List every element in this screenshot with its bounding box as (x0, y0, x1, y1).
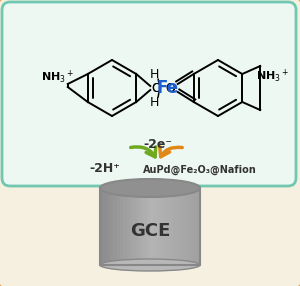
Ellipse shape (100, 179, 200, 197)
Text: GCE: GCE (130, 221, 170, 239)
Bar (103, 188, 107, 265)
Bar (100, 188, 103, 265)
FancyArrowPatch shape (131, 147, 156, 157)
Bar (157, 188, 160, 265)
Bar (150, 188, 153, 265)
Bar (117, 188, 120, 265)
Bar (133, 188, 137, 265)
Bar (130, 188, 133, 265)
Bar (123, 188, 127, 265)
Text: -2H⁺: -2H⁺ (90, 162, 120, 174)
Text: -2e⁻: -2e⁻ (143, 138, 172, 152)
Bar (163, 188, 167, 265)
Text: O: O (151, 82, 161, 94)
Bar (140, 188, 143, 265)
FancyArrowPatch shape (160, 147, 182, 157)
Text: H: H (150, 67, 159, 80)
Bar (110, 188, 113, 265)
Text: AuPd@Fe₂O₃@Nafion: AuPd@Fe₂O₃@Nafion (143, 165, 257, 175)
Text: O: O (165, 82, 175, 94)
Bar (100, 188, 200, 265)
Bar (187, 188, 190, 265)
Bar (143, 188, 147, 265)
Bar (167, 188, 170, 265)
Text: NH$_3$$^+$: NH$_3$$^+$ (41, 68, 74, 86)
Text: NH$_3$$^+$: NH$_3$$^+$ (256, 67, 289, 85)
Bar (193, 188, 197, 265)
Bar (120, 188, 123, 265)
Bar (177, 188, 180, 265)
Bar (170, 188, 173, 265)
Text: H: H (150, 96, 159, 108)
Bar (183, 188, 187, 265)
Bar (190, 188, 193, 265)
Bar (153, 188, 157, 265)
Bar (137, 188, 140, 265)
Bar (180, 188, 183, 265)
Bar (107, 188, 110, 265)
Bar (113, 188, 117, 265)
Bar (173, 188, 177, 265)
Bar (147, 188, 150, 265)
Bar (160, 188, 163, 265)
FancyBboxPatch shape (2, 2, 296, 186)
Text: O: O (165, 82, 175, 94)
Text: O: O (151, 82, 161, 94)
Ellipse shape (100, 259, 200, 271)
Bar (197, 188, 200, 265)
Text: Fe: Fe (157, 79, 179, 97)
Bar (127, 188, 130, 265)
